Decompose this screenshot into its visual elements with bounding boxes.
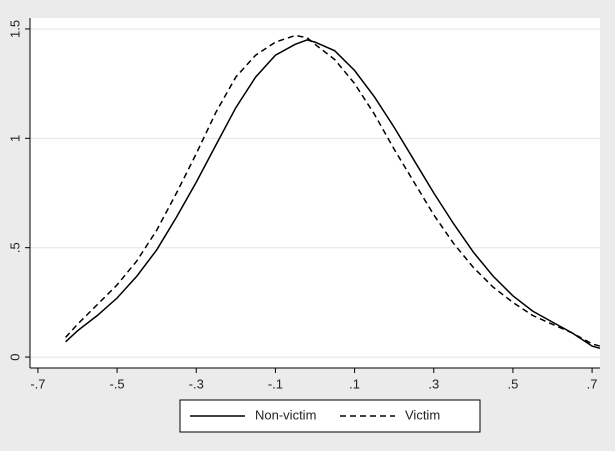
x-tick-label: .7	[587, 376, 598, 391]
legend-label: Victim	[405, 407, 440, 422]
x-tick-label: -.1	[268, 376, 283, 391]
x-tick-label: .1	[349, 376, 360, 391]
y-tick-label: 0	[7, 353, 22, 360]
x-tick-label: .3	[428, 376, 439, 391]
plot-area	[30, 18, 600, 368]
y-tick-label: 1.5	[7, 20, 22, 38]
legend-label: Non-victim	[255, 407, 316, 422]
x-tick-label: -.5	[109, 376, 124, 391]
y-tick-label: 1	[7, 135, 22, 142]
y-tick-label: .5	[7, 242, 22, 253]
density-line	[65, 34, 601, 347]
x-tick-label: -.7	[30, 376, 45, 391]
x-tick-label: .5	[507, 376, 518, 391]
x-tick-label: -.3	[189, 376, 204, 391]
density-line	[65, 39, 601, 350]
